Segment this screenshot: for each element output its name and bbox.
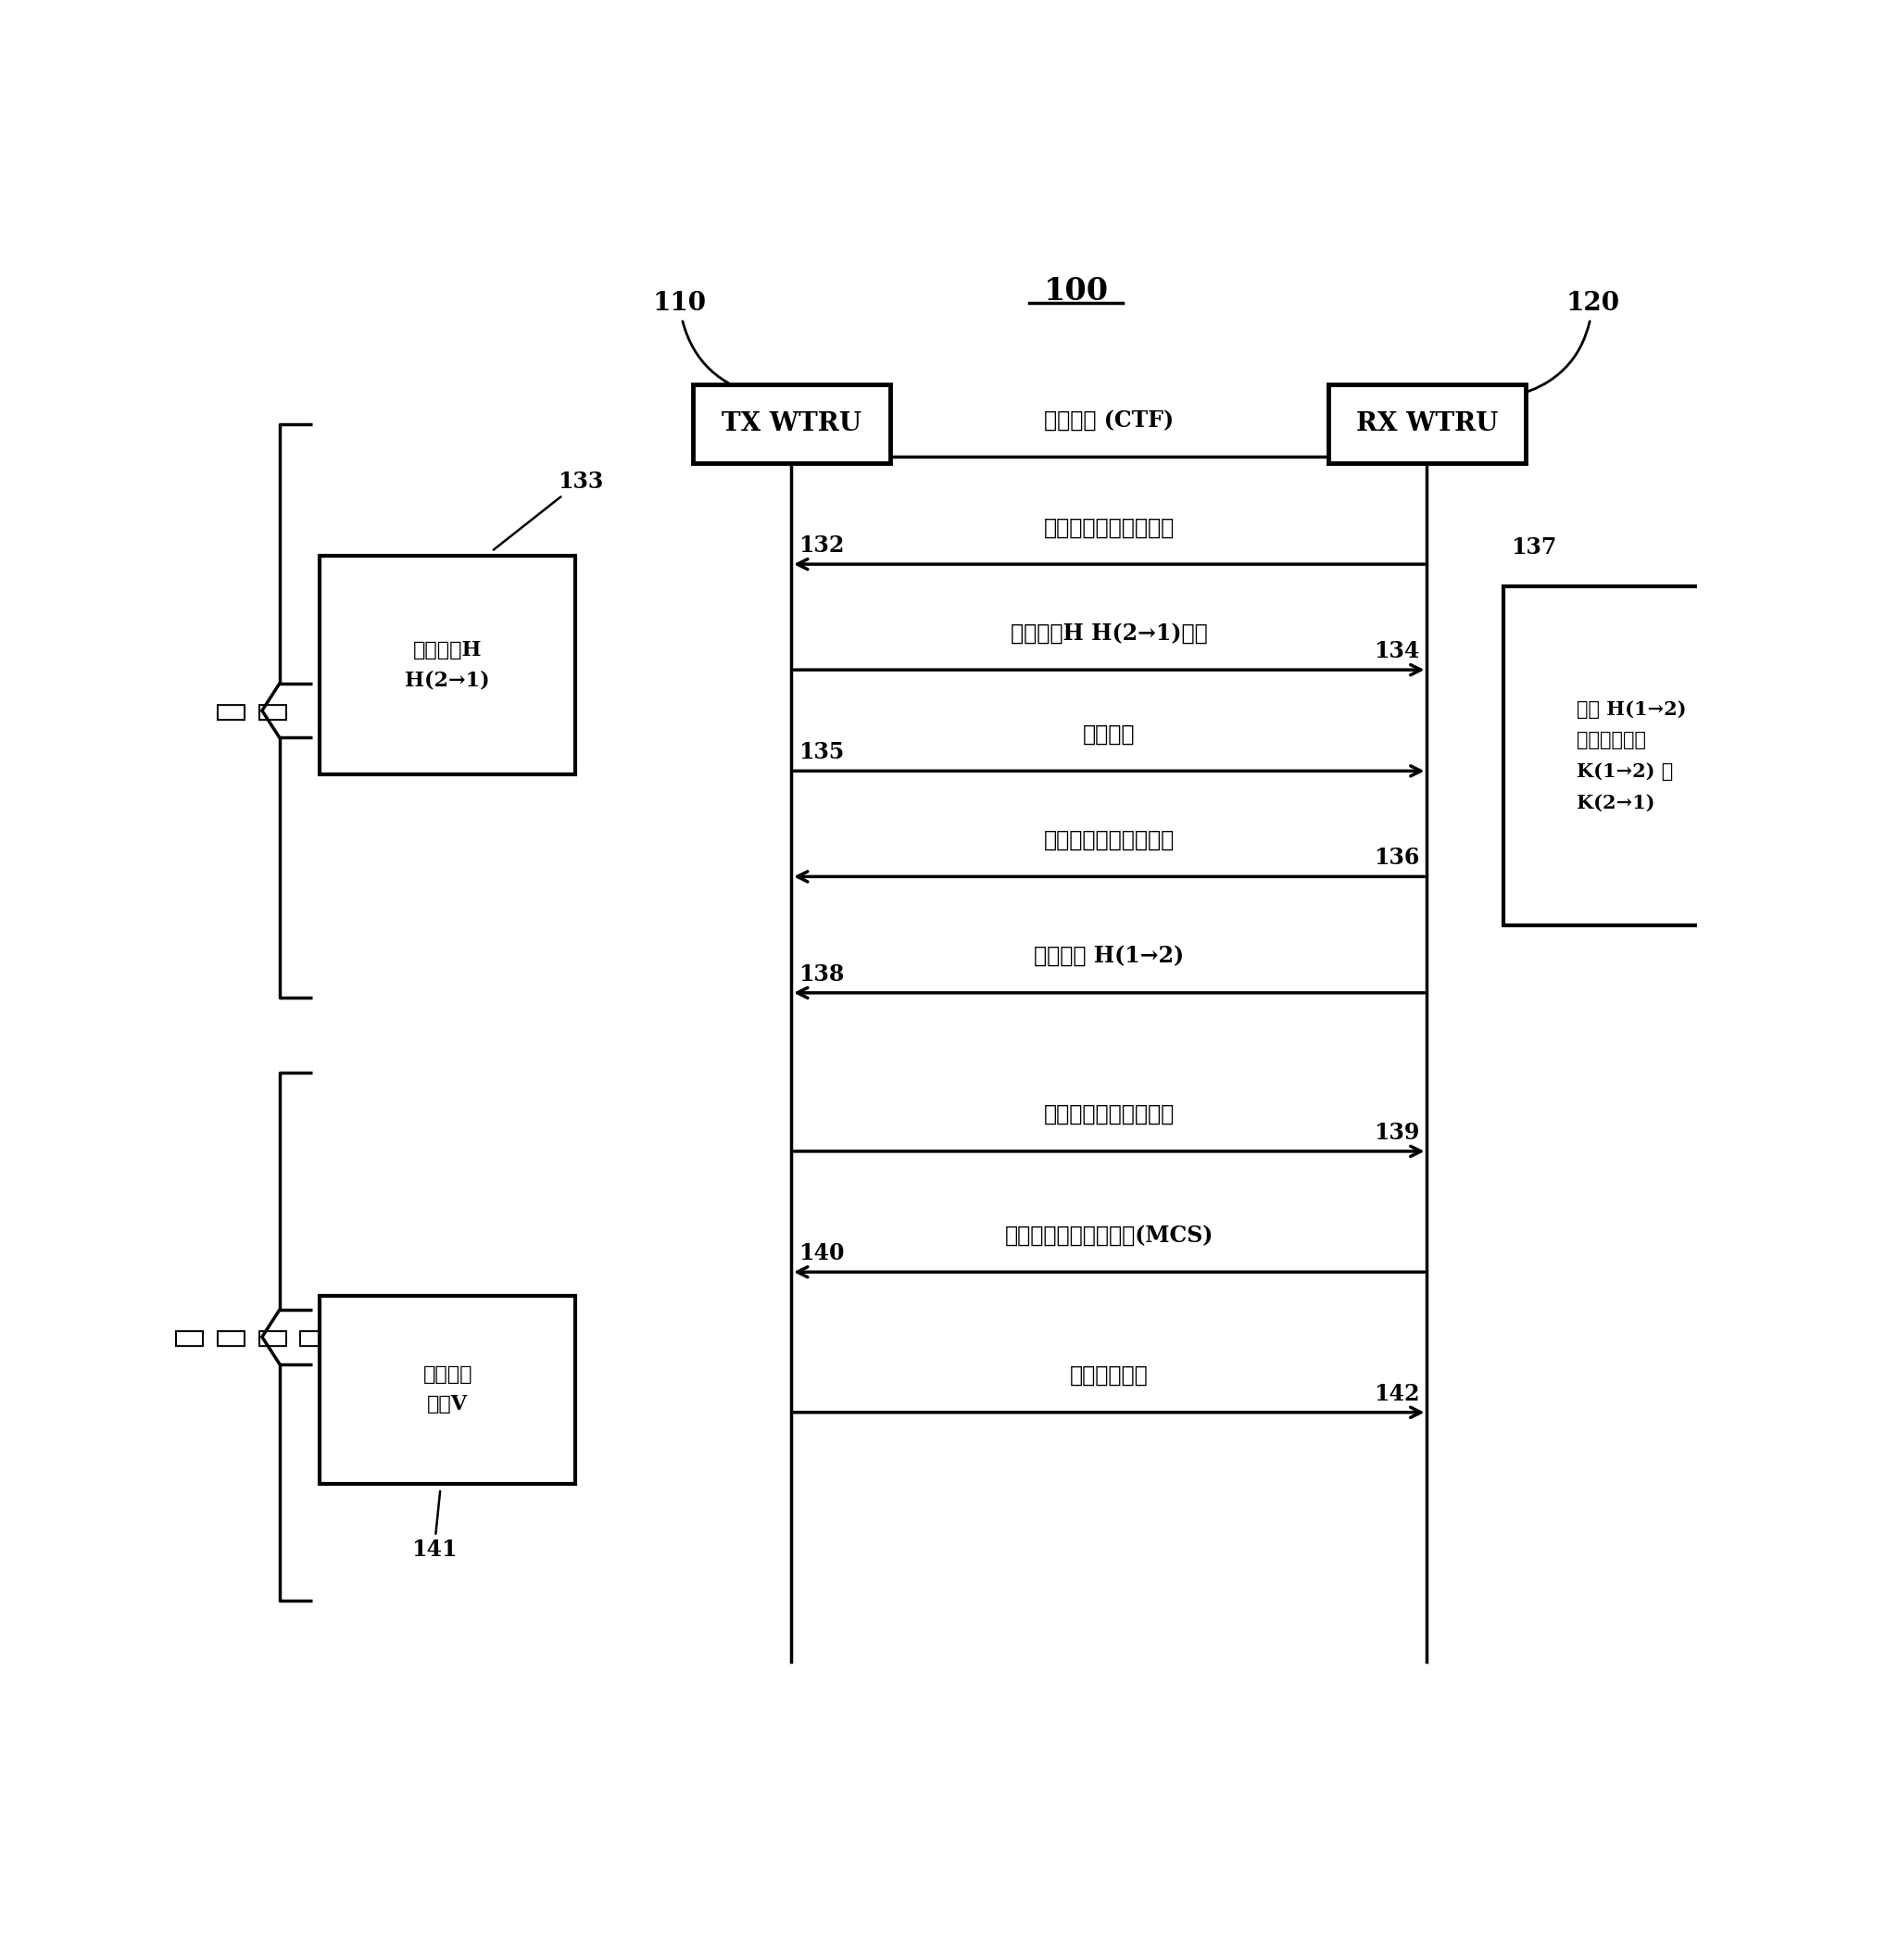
Text: 134: 134 xyxy=(1373,641,1420,662)
Text: 132: 132 xyxy=(798,535,845,557)
Text: 预测 H(1→2)
计算校正矩阵
K(1→2) 及
K(2→1): 预测 H(1→2) 计算校正矩阵 K(1→2) 及 K(2→1) xyxy=(1577,700,1686,811)
Text: 142: 142 xyxy=(1373,1382,1420,1405)
FancyBboxPatch shape xyxy=(1503,586,1760,925)
Text: 校正响应H H(2→1)预测: 校正响应H H(2→1)预测 xyxy=(1011,621,1207,645)
Text: 探测实体封包数据单元(MCS): 探测实体封包数据单元(MCS) xyxy=(1005,1225,1213,1247)
Text: 120: 120 xyxy=(1514,292,1620,396)
Text: 100: 100 xyxy=(1043,276,1109,306)
FancyBboxPatch shape xyxy=(321,557,575,774)
Text: 封
包
交
換: 封 包 交 換 xyxy=(172,1327,328,1347)
Text: 预测通道H
H(2→1): 预测通道H H(2→1) xyxy=(405,641,490,690)
Text: 140: 140 xyxy=(798,1243,845,1264)
FancyBboxPatch shape xyxy=(692,384,890,463)
Text: 要求探测（传输要求）: 要求探测（传输要求） xyxy=(1043,1103,1175,1125)
Text: 138: 138 xyxy=(798,962,845,986)
FancyBboxPatch shape xyxy=(1328,384,1526,463)
Text: RX WTRU: RX WTRU xyxy=(1356,412,1497,437)
FancyBboxPatch shape xyxy=(321,1296,575,1484)
Text: 校正响应 H(1→2): 校正响应 H(1→2) xyxy=(1034,945,1184,966)
Text: TX WTRU: TX WTRU xyxy=(720,412,862,437)
Text: 校
正: 校 正 xyxy=(213,700,287,721)
Text: 探测实体封包数据单元: 探测实体封包数据单元 xyxy=(1043,515,1175,539)
Text: 133: 133 xyxy=(494,470,604,551)
Text: 141: 141 xyxy=(411,1492,456,1560)
Text: 要求训练: 要求训练 xyxy=(1083,723,1135,745)
Text: 要求训练 (CTF): 要求训练 (CTF) xyxy=(1045,410,1173,431)
Text: 计算导引
矩阵V: 计算导引 矩阵V xyxy=(422,1364,473,1415)
Text: 135: 135 xyxy=(798,741,845,762)
Text: 137: 137 xyxy=(1511,537,1556,559)
Text: 110: 110 xyxy=(653,292,762,396)
Text: 封包数据转移: 封包数据转移 xyxy=(1069,1364,1149,1388)
Text: 131: 131 xyxy=(1373,427,1420,449)
Text: 139: 139 xyxy=(1373,1121,1420,1145)
Text: 136: 136 xyxy=(1373,847,1420,868)
Text: 探测实体封包数据单元: 探测实体封包数据单元 xyxy=(1043,829,1175,851)
